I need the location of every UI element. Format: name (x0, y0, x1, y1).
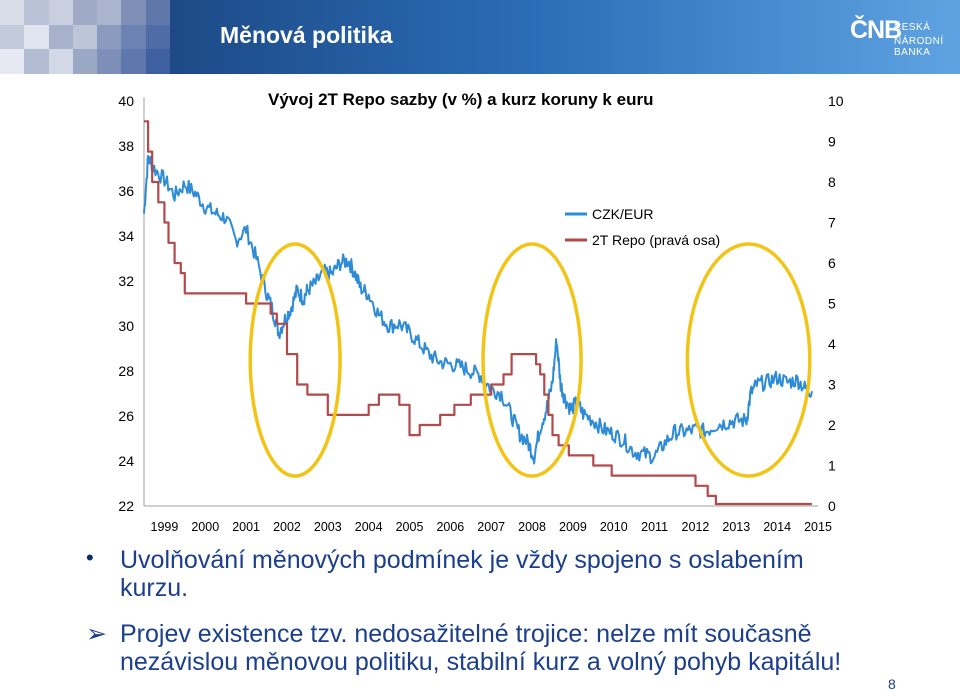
left-tick-label: 26 (118, 408, 134, 424)
header-bar (170, 0, 960, 74)
right-tick-label: 10 (828, 93, 844, 109)
x-tick-label: 2011 (641, 520, 668, 534)
annotation-circles (248, 242, 812, 478)
bullet-item-2: ➢ Projev existence tzv. nedosažitelné tr… (86, 620, 890, 676)
x-tick-label: 1999 (151, 520, 179, 534)
right-tick-label: 0 (828, 498, 836, 514)
right-tick-label: 5 (828, 296, 836, 312)
left-tick-label: 38 (118, 138, 134, 154)
left-tick-label: 22 (118, 498, 134, 514)
x-tick-label: 2014 (763, 520, 791, 534)
left-tick-label: 36 (118, 183, 134, 199)
highlight-circle (248, 242, 342, 478)
right-tick-label: 2 (828, 417, 836, 433)
left-tick-label: 28 (118, 363, 134, 379)
x-tick-label: 2005 (396, 520, 424, 534)
chart-title: Vývoj 2T Repo sazby (v %) a kurz koruny … (268, 90, 654, 109)
slide-header: Měnová politika ČNB ČESKÁ NÁRODNÍ BANKA (0, 0, 960, 74)
right-tick-label: 4 (828, 336, 836, 352)
highlight-circle (481, 242, 583, 478)
x-tick-label: 2004 (355, 520, 383, 534)
x-tick-label: 2000 (191, 520, 219, 534)
bullet-item-1: • Uvolňování měnových podmínek je vždy s… (86, 545, 870, 602)
series-group (143, 120, 813, 506)
x-tick-label: 2009 (559, 520, 587, 534)
x-tick-label: 2001 (232, 520, 260, 534)
header-mosaic (0, 0, 170, 74)
logo-mark: ČNB (850, 16, 902, 44)
highlight-circle (685, 242, 812, 478)
right-tick-label: 9 (828, 134, 836, 150)
bullet-dot-icon: • (86, 545, 94, 570)
right-tick-label: 7 (828, 215, 836, 231)
x-tick-label: 2003 (314, 520, 342, 534)
x-tick-label: 2002 (273, 520, 301, 534)
legend-label: CZK/EUR (592, 206, 653, 222)
x-tick-label: 2010 (600, 520, 628, 534)
series-line (143, 154, 813, 465)
right-tick-label: 3 (828, 377, 836, 393)
page-number: 8 (888, 676, 896, 692)
legend: CZK/EUR 2T Repo (pravá osa) (565, 206, 720, 248)
x-axis-ticks: 1999 2000 2001 2002 2003 2004 2005 2006 2007 2008… (151, 520, 832, 534)
logo-line-2: NÁRODNÍ BANKA (894, 36, 944, 58)
logo-line-1: ČESKÁ (894, 22, 931, 33)
x-tick-label: 2013 (722, 520, 750, 534)
x-tick-label: 2007 (477, 520, 505, 534)
x-tick-label: 2015 (804, 520, 832, 534)
right-tick-label: 1 (828, 458, 836, 474)
legend-label: 2T Repo (pravá osa) (592, 232, 720, 248)
x-tick-label: 2012 (682, 520, 710, 534)
bullet-arrow-icon: ➢ (86, 620, 107, 648)
left-tick-label: 40 (118, 93, 134, 109)
x-tick-label: 2006 (436, 520, 464, 534)
cnb-logo: ČNB ČESKÁ NÁRODNÍ BANKA (848, 14, 953, 64)
left-tick-label: 34 (118, 228, 134, 244)
right-tick-label: 8 (828, 174, 836, 190)
left-tick-label: 30 (118, 318, 134, 334)
left-tick-label: 32 (118, 273, 134, 289)
left-axis-ticks: 40 38 36 34 32 30 28 26 24 22 (118, 93, 134, 514)
slide-title: Měnová politika (220, 22, 393, 48)
left-tick-label: 24 (118, 453, 134, 469)
bullet-text-1: Uvolňování měnových podmínek je vždy spo… (120, 546, 804, 602)
x-tick-label: 2008 (518, 520, 546, 534)
bullet-text-2: Projev existence tzv. nedosažitelné troj… (120, 620, 842, 676)
series-line (144, 120, 812, 506)
right-tick-label: 6 (828, 255, 836, 271)
